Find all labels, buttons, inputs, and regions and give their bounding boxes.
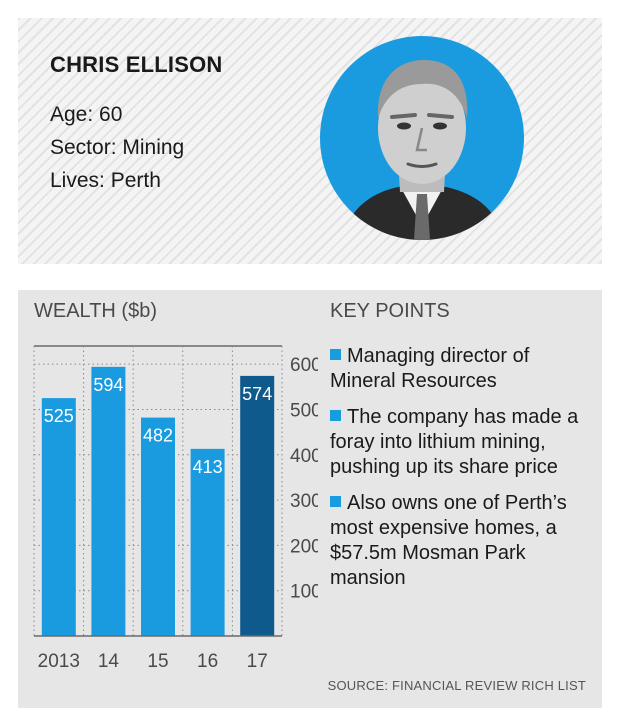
wealth-bar-chart: 100 200 300 400 500 600 525 2013 594 14 482 15 413 16… — [33, 345, 318, 672]
x-tick-label: 16 — [197, 651, 218, 672]
key-point-text: Also owns one of Perth’s most expensive … — [330, 492, 567, 589]
portrait-photo — [320, 36, 524, 240]
bar-value-label: 574 — [242, 384, 272, 404]
key-point-text: The company has made a foray into lithiu… — [330, 406, 579, 478]
source-credit: SOURCE: FINANCIAL REVIEW RICH LIST — [327, 678, 586, 693]
x-tick-label: 15 — [147, 651, 168, 672]
profile-age: Age: 60 — [50, 103, 123, 126]
y-tick-label: 500 — [290, 400, 318, 421]
profile-name: CHRIS ELLISON — [50, 52, 223, 77]
bar — [41, 398, 76, 636]
stats-panel: WEALTH ($b) 100 200 300 400 500 600 525 2013 594… — [18, 290, 602, 708]
key-point-text: Managing director of Mineral Resources — [330, 345, 530, 392]
y-tick-label: 200 — [290, 536, 318, 557]
profile-sector: Sector: Mining — [50, 136, 185, 159]
chart-title: WEALTH ($b) — [34, 300, 157, 322]
y-tick-label: 600 — [290, 355, 318, 376]
y-tick-label: 300 — [290, 491, 318, 512]
bar-value-label: 594 — [93, 375, 123, 395]
y-tick-label: 400 — [290, 446, 318, 467]
profile-facts: Age: 60 Sector: Mining Lives: Perth — [50, 98, 184, 197]
key-point-item: Managing director of Mineral Resources — [330, 344, 592, 394]
x-tick-label: 17 — [247, 651, 268, 672]
x-tick-label: 14 — [98, 651, 120, 672]
y-tick-label: 100 — [290, 582, 318, 603]
bar — [141, 417, 175, 636]
key-point-item: Also owns one of Perth’s most expensive … — [330, 491, 592, 591]
profile-lives: Lives: Perth — [50, 169, 161, 192]
bar-value-label: 525 — [44, 406, 74, 426]
square-bullet-icon — [330, 349, 341, 360]
square-bullet-icon — [330, 496, 341, 507]
bar-value-label: 482 — [143, 426, 173, 446]
bar-value-label: 413 — [193, 457, 223, 477]
bar — [240, 375, 275, 636]
key-point-item: The company has made a foray into lithiu… — [330, 405, 592, 480]
profile-panel: CHRIS ELLISON Age: 60 Sector: Mining Liv… — [18, 18, 602, 264]
bar — [190, 448, 225, 636]
key-points-list: Managing director of Mineral Resources T… — [330, 344, 592, 602]
x-tick-label: 2013 — [38, 651, 80, 672]
square-bullet-icon — [330, 410, 341, 421]
bar — [91, 366, 126, 636]
key-points-title: KEY POINTS — [330, 300, 450, 322]
portrait-illustration — [342, 60, 504, 240]
